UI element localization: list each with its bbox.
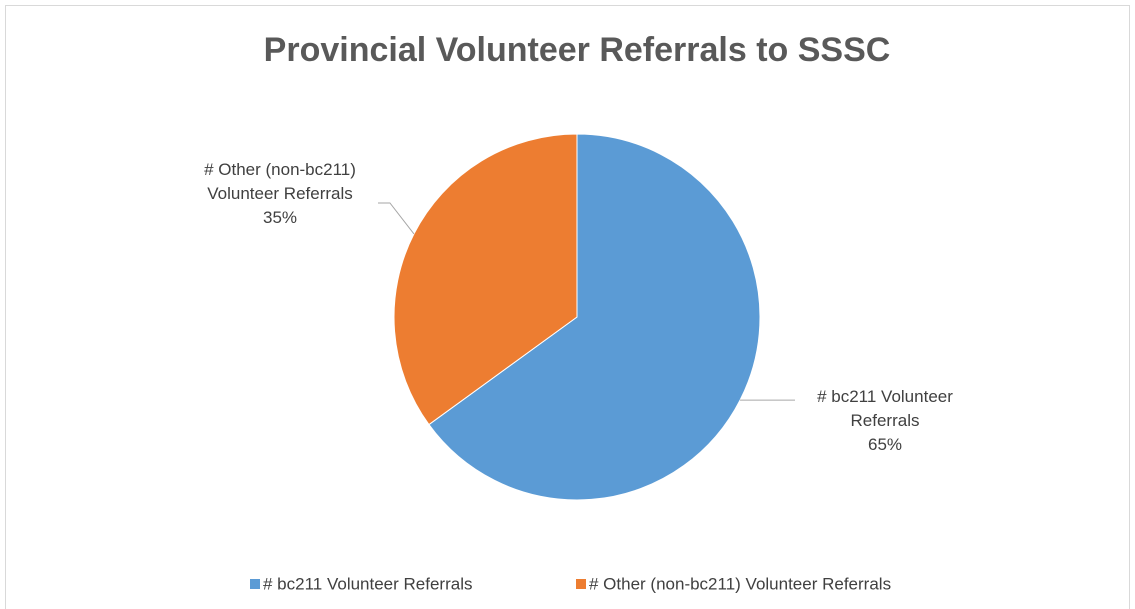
chart-title: Provincial Volunteer Referrals to SSSC bbox=[264, 31, 891, 69]
pie-slice bbox=[428, 133, 761, 501]
data-label-value: 35% bbox=[262, 208, 298, 227]
data-label-value: 65% bbox=[867, 435, 903, 454]
legend-label: # Other (non-bc211) Volunteer Referrals bbox=[589, 574, 891, 593]
pie-slice bbox=[393, 133, 578, 426]
legend-swatch bbox=[576, 579, 586, 589]
data-label: # Other (non-bc211) Volunteer Referrals 3… bbox=[180, 158, 380, 230]
data-label-category: # Other (non-bc211) Volunteer Referrals bbox=[204, 160, 356, 203]
legend-label: # bc211 Volunteer Referrals bbox=[263, 574, 472, 593]
legend-swatch bbox=[250, 579, 260, 589]
leader-line bbox=[378, 202, 415, 235]
data-label: # bc211 Volunteer Referrals 65% bbox=[785, 385, 985, 457]
data-label-category: # bc211 Volunteer Referrals bbox=[817, 387, 953, 430]
